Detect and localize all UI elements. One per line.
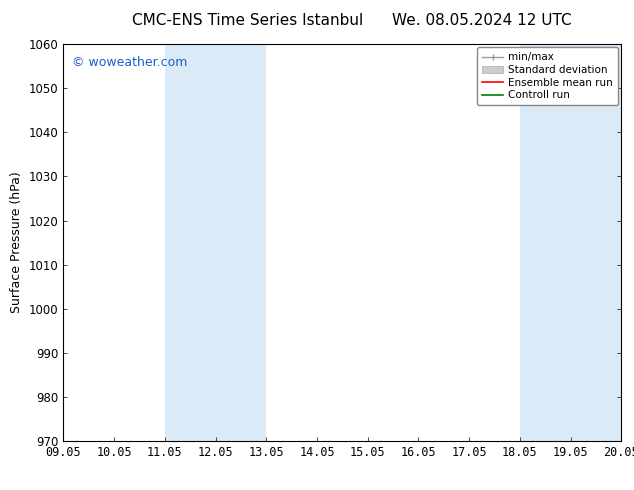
Bar <box>165 44 266 441</box>
Text: CMC-ENS Time Series Istanbul: CMC-ENS Time Series Istanbul <box>132 13 363 28</box>
Legend: min/max, Standard deviation, Ensemble mean run, Controll run: min/max, Standard deviation, Ensemble me… <box>477 47 618 105</box>
Y-axis label: Surface Pressure (hPa): Surface Pressure (hPa) <box>10 172 23 314</box>
Text: We. 08.05.2024 12 UTC: We. 08.05.2024 12 UTC <box>392 13 572 28</box>
Bar <box>520 44 621 441</box>
Text: © woweather.com: © woweather.com <box>72 56 187 69</box>
